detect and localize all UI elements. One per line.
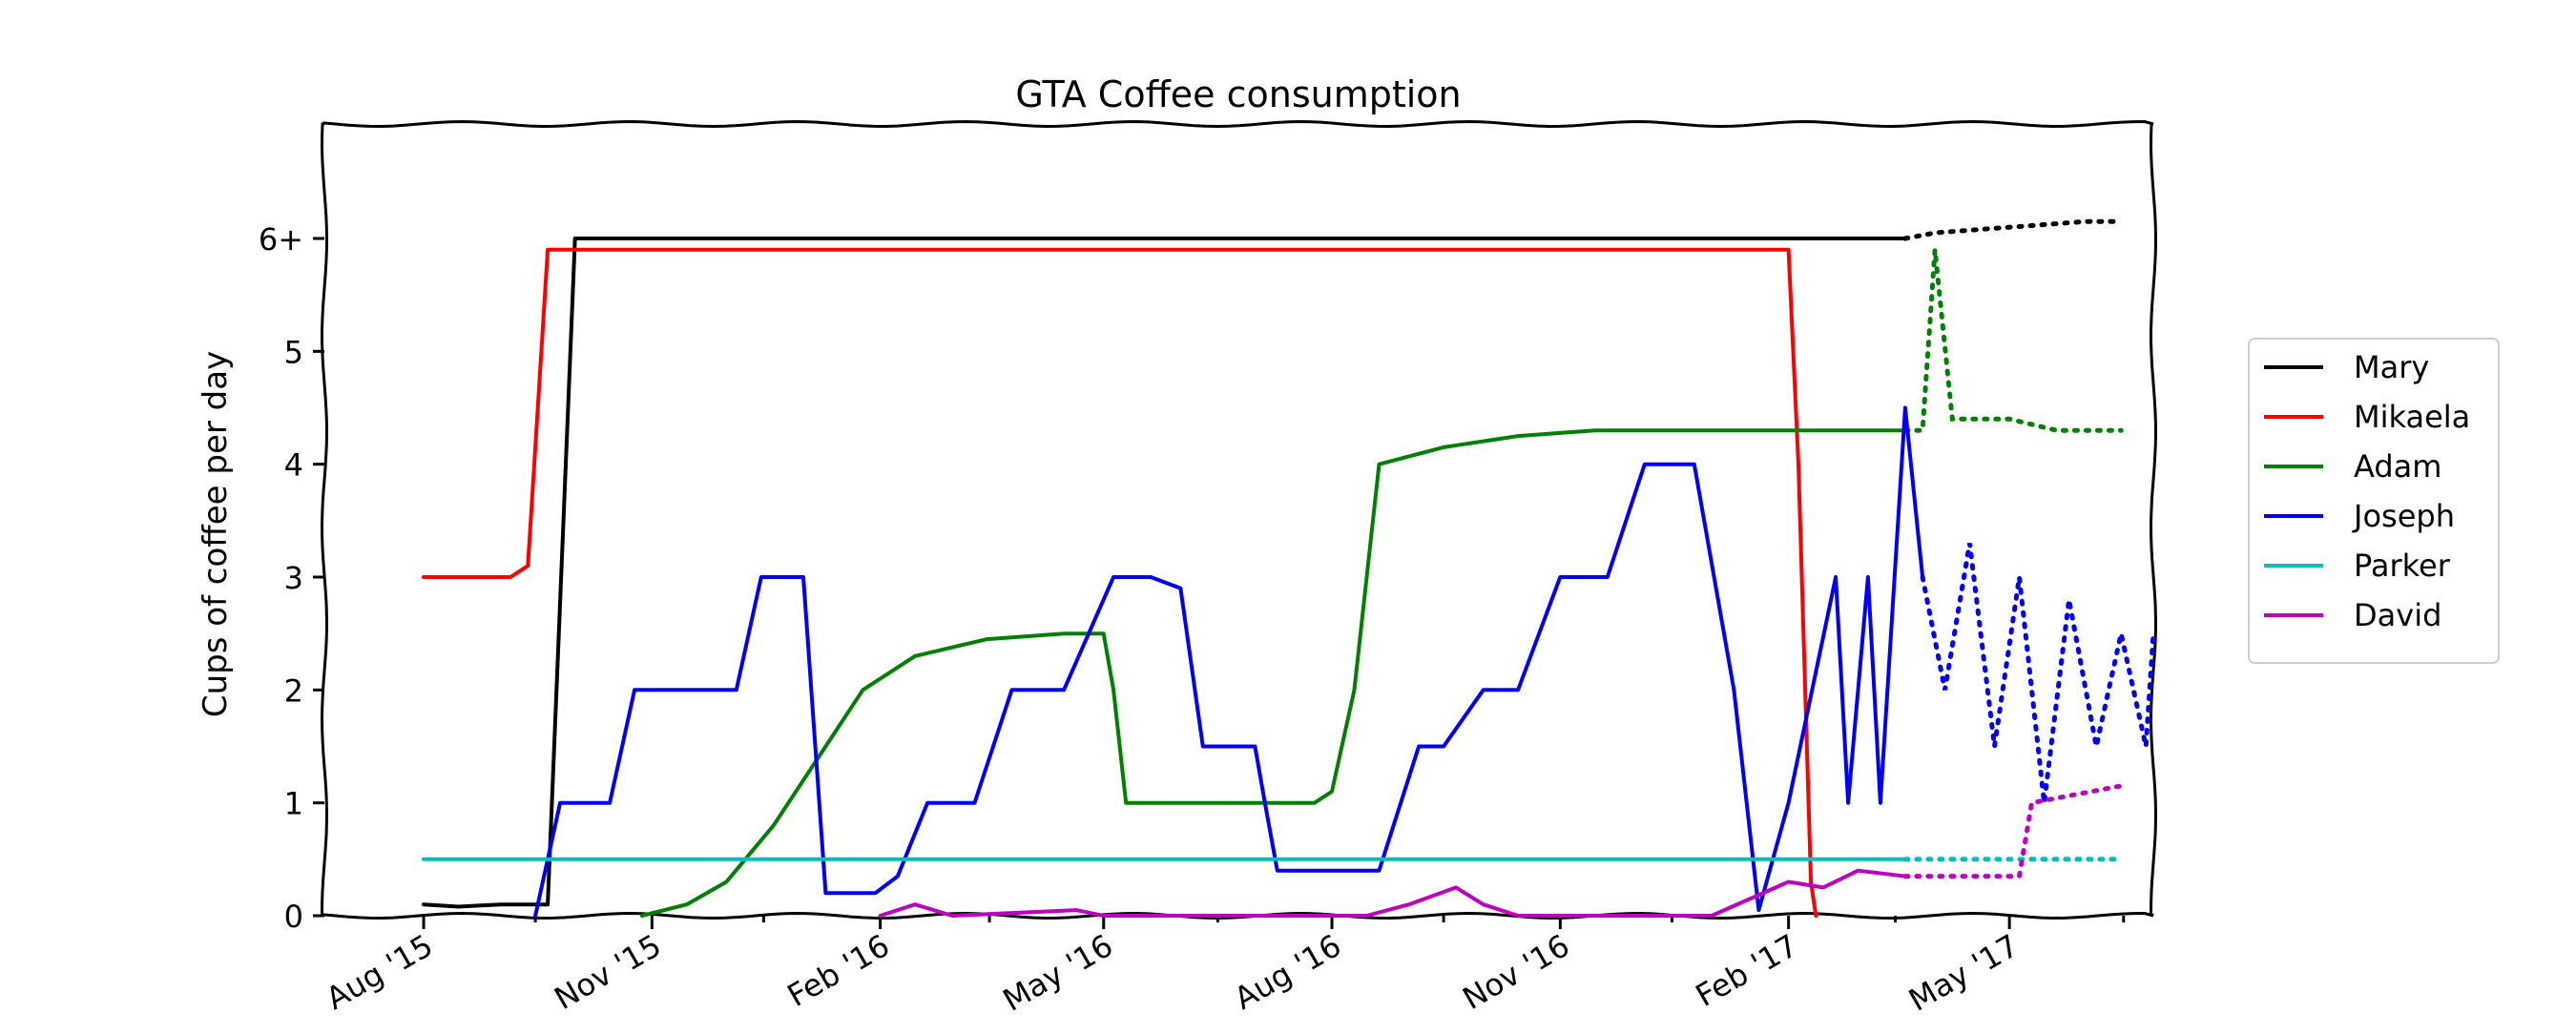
legend-item-mary: Mary bbox=[2264, 349, 2429, 385]
frame-top bbox=[322, 119, 2154, 129]
series-line-joseph bbox=[533, 405, 1925, 918]
x-tick-label: Nov '15 bbox=[549, 927, 668, 1017]
legend-box bbox=[2248, 338, 2500, 664]
series-line-david bbox=[878, 868, 1907, 918]
y-tick-label: 2 bbox=[284, 672, 303, 709]
frame-right bbox=[2149, 122, 2158, 918]
x-tick-label: Feb '17 bbox=[1690, 927, 1804, 1014]
y-tick-label: 4 bbox=[284, 447, 303, 484]
x-tick-label: Aug '15 bbox=[320, 927, 439, 1017]
series-projection-adam bbox=[1902, 249, 2124, 433]
series-line-mikaela bbox=[422, 247, 1818, 918]
series-line-mary bbox=[422, 237, 1907, 909]
series-projection-david bbox=[1902, 783, 2124, 879]
legend-label: David bbox=[2354, 597, 2441, 633]
y-tick-label: 6+ bbox=[259, 221, 303, 258]
y-tick-label: 1 bbox=[284, 786, 303, 822]
x-tick-label: Nov '16 bbox=[1457, 927, 1576, 1017]
legend-label: Mikaela bbox=[2354, 399, 2470, 435]
y-axis: 0 1 2 3 4 5 6+ bbox=[259, 221, 324, 935]
legend-item-mikaela: Mikaela bbox=[2264, 399, 2470, 435]
chart-title: GTA Coffee consumption bbox=[1015, 73, 1461, 115]
y-axis-label: Cups of coffee per day bbox=[197, 351, 235, 717]
y-tick-label: 0 bbox=[284, 899, 303, 935]
legend-item-joseph: Joseph bbox=[2264, 498, 2455, 534]
legend-label: Joseph bbox=[2352, 498, 2455, 534]
x-tick-label: Aug '16 bbox=[1228, 927, 1347, 1017]
legend-item-adam: Adam bbox=[2264, 448, 2441, 485]
y-tick-label: 5 bbox=[284, 334, 303, 370]
x-tick-label: Feb '16 bbox=[781, 927, 896, 1014]
legend-label: Parker bbox=[2354, 548, 2451, 584]
legend: Mary Mikaela Adam Joseph Parker David bbox=[2248, 338, 2500, 664]
plot-frame bbox=[320, 119, 2158, 920]
legend-label: Mary bbox=[2354, 349, 2429, 385]
legend-item-david: David bbox=[2264, 597, 2441, 633]
series-projection-joseph bbox=[1920, 543, 2156, 804]
x-tick-label: May '16 bbox=[997, 927, 1119, 1019]
legend-label: Adam bbox=[2354, 448, 2441, 485]
x-axis: Aug '15 Nov '15 Feb '16 May '16 Aug '16 Nov '… bbox=[320, 916, 2126, 1019]
legend-item-parker: Parker bbox=[2264, 548, 2451, 584]
frame-left bbox=[320, 122, 329, 918]
x-tick-label: May '17 bbox=[1902, 927, 2025, 1019]
series-layer bbox=[422, 218, 2156, 918]
y-tick-label: 3 bbox=[284, 560, 303, 596]
series-projection-mary bbox=[1902, 218, 2124, 241]
